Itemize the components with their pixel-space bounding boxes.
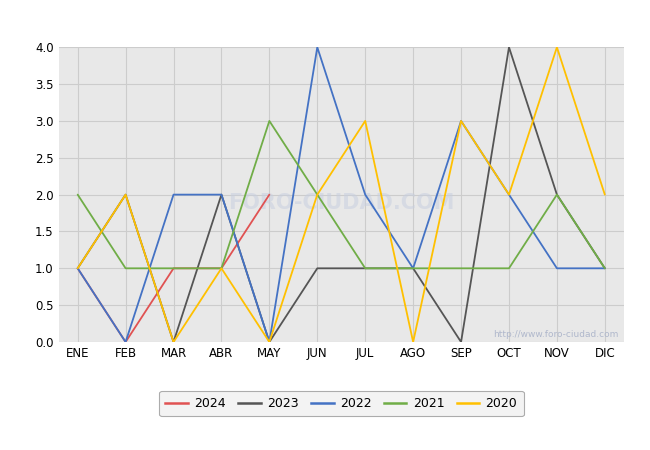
Text: http://www.foro-ciudad.com: http://www.foro-ciudad.com: [493, 330, 618, 339]
Legend: 2024, 2023, 2022, 2021, 2020: 2024, 2023, 2022, 2021, 2020: [159, 391, 523, 417]
Text: FORO-CIUDAD.COM: FORO-CIUDAD.COM: [228, 194, 454, 213]
Text: Matriculaciones de Vehiculos en Montalbo: Matriculaciones de Vehiculos en Montalbo: [142, 14, 508, 33]
